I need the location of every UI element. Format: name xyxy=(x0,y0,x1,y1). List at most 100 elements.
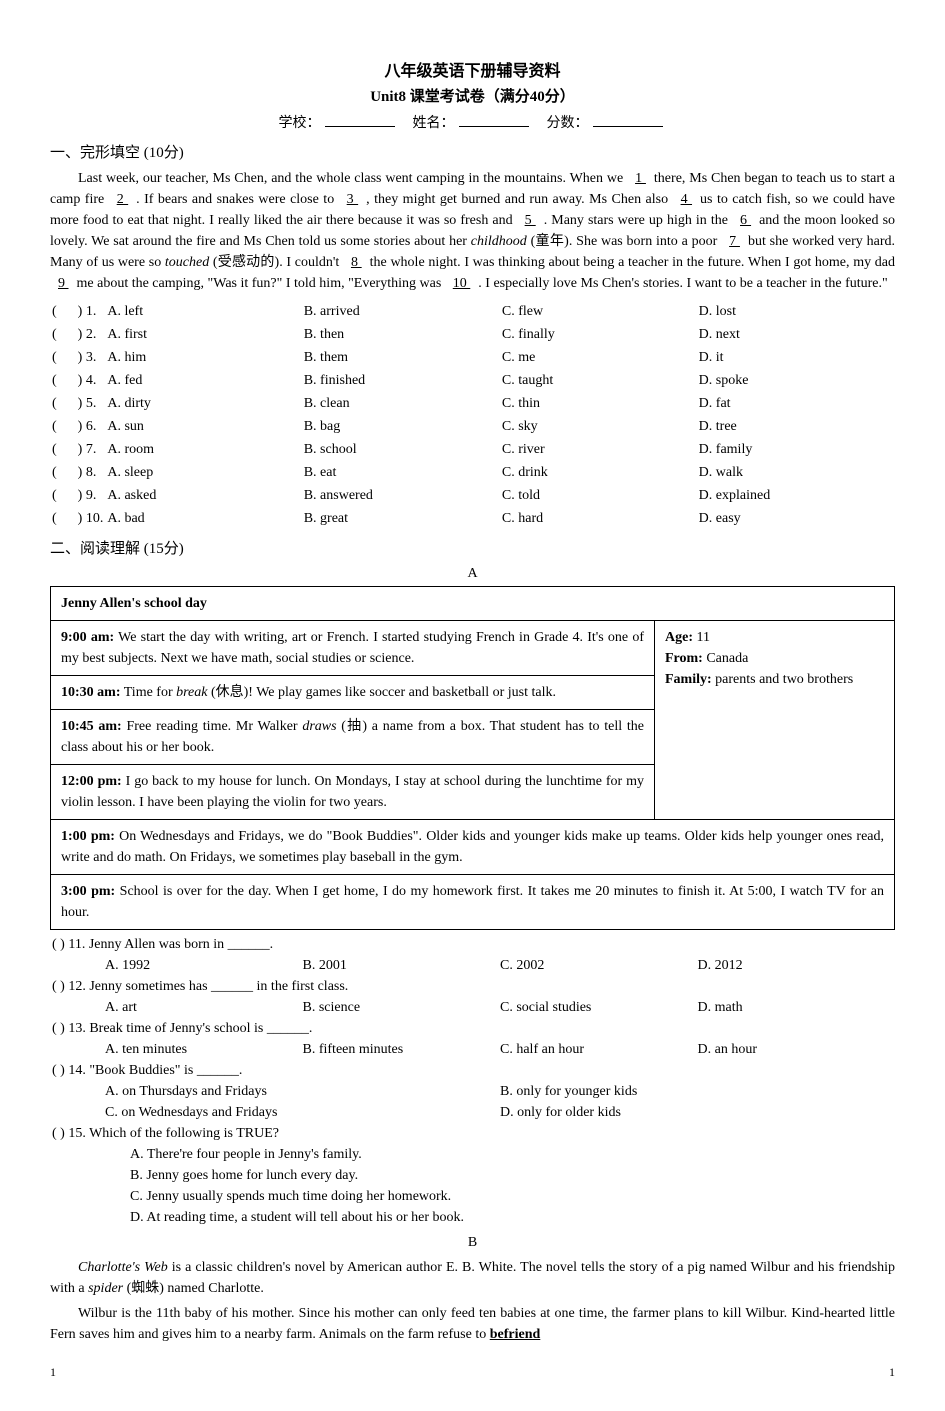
name-blank[interactable] xyxy=(459,113,529,127)
opt-c: C. drink xyxy=(500,461,697,484)
opt-b: B. great xyxy=(302,507,500,530)
blank-4: 4 xyxy=(673,192,700,207)
q11-a: A. 1992 xyxy=(105,955,303,976)
score-blank[interactable] xyxy=(593,113,663,127)
mcq-row: ( ) 2.A. firstB. thenC. finallyD. next xyxy=(50,323,895,346)
opt-a: A. room xyxy=(105,438,301,461)
opt-d: D. walk xyxy=(697,461,895,484)
cloze-passage: Last week, our teacher, Ms Chen, and the… xyxy=(50,168,895,294)
blank-7: 7 xyxy=(721,234,748,249)
opt-b: B. finished xyxy=(302,369,500,392)
blank-9: 9 xyxy=(50,276,77,291)
opt-a: A. left xyxy=(105,300,301,323)
q14-c: C. on Wednesdays and Fridays xyxy=(105,1102,500,1123)
q14-paren[interactable]: ( xyxy=(52,1063,60,1078)
opt-a: A. sun xyxy=(105,415,301,438)
row-3pm: 3:00 pm: School is over for the day. Whe… xyxy=(51,874,895,929)
answer-paren[interactable]: ( ) 10. xyxy=(50,507,105,530)
answer-paren[interactable]: ( ) 1. xyxy=(50,300,105,323)
q15-a: A. There're four people in Jenny's famil… xyxy=(50,1144,895,1165)
blank-6: 6 xyxy=(732,213,759,228)
opt-c: C. told xyxy=(500,484,697,507)
opt-c: C. flew xyxy=(500,300,697,323)
mcq-row: ( ) 8.A. sleepB. eatC. drinkD. walk xyxy=(50,461,895,484)
opt-b: B. bag xyxy=(302,415,500,438)
row-1pm: 1:00 pm: On Wednesdays and Fridays, we d… xyxy=(51,819,895,874)
opt-a: A. fed xyxy=(105,369,301,392)
answer-paren[interactable]: ( ) 3. xyxy=(50,346,105,369)
answer-paren[interactable]: ( ) 4. xyxy=(50,369,105,392)
row-1030am: 10:30 am: Time for break (休息)! We play g… xyxy=(51,675,655,709)
opt-a: A. dirty xyxy=(105,392,301,415)
page-title: 八年级英语下册辅导资料 xyxy=(50,60,895,84)
mcq-row: ( ) 7.A. roomB. schoolC. riverD. family xyxy=(50,438,895,461)
q11-c: C. 2002 xyxy=(500,955,698,976)
q15-d: D. At reading time, a student will tell … xyxy=(50,1207,895,1228)
opt-c: C. hard xyxy=(500,507,697,530)
opt-b: B. them xyxy=(302,346,500,369)
opt-d: D. tree xyxy=(697,415,895,438)
opt-d: D. fat xyxy=(697,392,895,415)
reading-a-label: A xyxy=(50,563,895,584)
opt-a: A. first xyxy=(105,323,301,346)
opt-d: D. family xyxy=(697,438,895,461)
answer-paren[interactable]: ( ) 8. xyxy=(50,461,105,484)
opt-d: D. next xyxy=(697,323,895,346)
opt-c: C. me xyxy=(500,346,697,369)
answer-paren[interactable]: ( ) 5. xyxy=(50,392,105,415)
opt-a: A. asked xyxy=(105,484,301,507)
row-9am: 9:00 am: We start the day with writing, … xyxy=(51,620,655,675)
school-label: 学校： xyxy=(279,116,321,131)
page-subtitle: Unit8 课堂考试卷（满分40分） xyxy=(50,86,895,109)
opt-a: A. him xyxy=(105,346,301,369)
opt-a: A. bad xyxy=(105,507,301,530)
q11-d: D. 2012 xyxy=(698,955,896,976)
blank-3: 3 xyxy=(339,192,366,207)
opt-d: D. easy xyxy=(697,507,895,530)
mcq-row: ( ) 4.A. fedB. finishedC. taughtD. spoke xyxy=(50,369,895,392)
answer-paren[interactable]: ( ) 2. xyxy=(50,323,105,346)
sidebar-info: Age: 11 From: Canada Family: parents and… xyxy=(655,620,895,819)
mcq-row: ( ) 6.A. sunB. bagC. skyD. tree xyxy=(50,415,895,438)
q12-paren[interactable]: ( xyxy=(52,979,60,994)
q11-b: B. 2001 xyxy=(303,955,501,976)
opt-b: B. clean xyxy=(302,392,500,415)
reading-questions: ( ) 11. Jenny Allen was born in ______. … xyxy=(50,934,895,1228)
score-label: 分数： xyxy=(547,116,589,131)
q13-paren[interactable]: ( xyxy=(52,1021,60,1036)
answer-paren[interactable]: ( ) 6. xyxy=(50,415,105,438)
answer-paren[interactable]: ( ) 9. xyxy=(50,484,105,507)
blank-10: 10 xyxy=(445,276,479,291)
cloze-options: ( ) 1.A. leftB. arrivedC. flewD. lost( )… xyxy=(50,300,895,530)
blank-5: 5 xyxy=(517,213,544,228)
row-1045am: 10:45 am: Free reading time. Mr Walker d… xyxy=(51,709,655,764)
opt-a: A. sleep xyxy=(105,461,301,484)
q15-c: C. Jenny usually spends much time doing … xyxy=(50,1186,895,1207)
page-footer: 1 1 xyxy=(50,1363,895,1381)
blank-2: 2 xyxy=(109,192,136,207)
opt-c: C. sky xyxy=(500,415,697,438)
q12-c: C. social studies xyxy=(500,997,698,1018)
section2-title: 二、阅读理解 (15分) xyxy=(50,538,895,561)
mcq-row: ( ) 9.A. askedB. answeredC. toldD. expla… xyxy=(50,484,895,507)
mcq-row: ( ) 3.A. himB. themC. meD. it xyxy=(50,346,895,369)
q11-paren[interactable]: ( xyxy=(52,937,60,952)
q15-paren[interactable]: ( xyxy=(52,1126,60,1141)
mcq-row: ( ) 1.A. leftB. arrivedC. flewD. lost xyxy=(50,300,895,323)
answer-paren[interactable]: ( ) 7. xyxy=(50,438,105,461)
q12-b: B. science xyxy=(303,997,501,1018)
mcq-row: ( ) 5.A. dirtyB. cleanC. thinD. fat xyxy=(50,392,895,415)
passage-b-p2: Wilbur is the 11th baby of his mother. S… xyxy=(50,1303,895,1345)
q13-c: C. half an hour xyxy=(500,1039,698,1060)
info-fields: 学校： 姓名： 分数： xyxy=(50,113,895,134)
opt-c: C. taught xyxy=(500,369,697,392)
school-blank[interactable] xyxy=(325,113,395,127)
opt-b: B. then xyxy=(302,323,500,346)
opt-d: D. explained xyxy=(697,484,895,507)
opt-b: B. arrived xyxy=(302,300,500,323)
blank-8: 8 xyxy=(343,255,370,270)
q14-a: A. on Thursdays and Fridays xyxy=(105,1081,500,1102)
opt-b: B. answered xyxy=(302,484,500,507)
section1-title: 一、完形填空 (10分) xyxy=(50,142,895,165)
opt-c: C. thin xyxy=(500,392,697,415)
